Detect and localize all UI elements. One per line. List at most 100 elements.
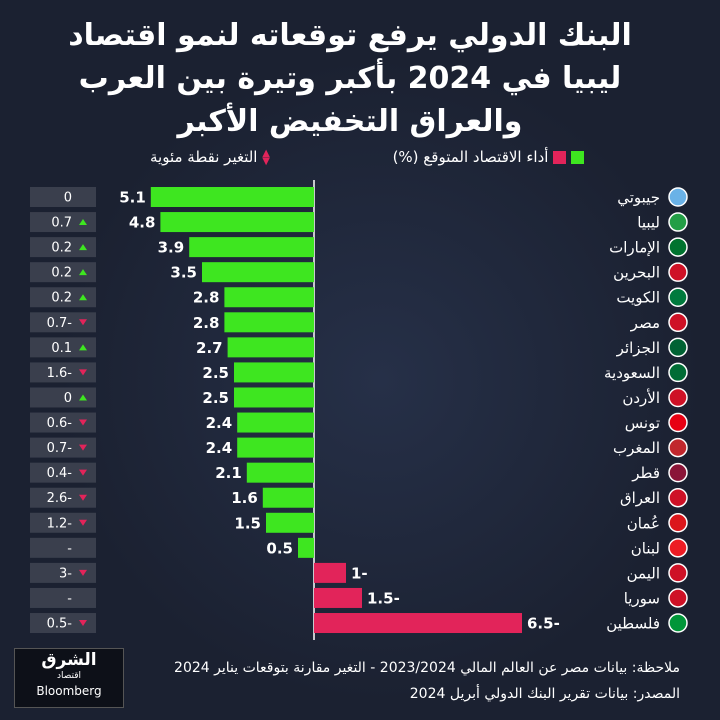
bar (262, 487, 314, 508)
bar (314, 587, 362, 608)
country-label: ليبيا (637, 214, 660, 232)
value-label: 1.5- (367, 589, 400, 607)
note: ملاحظة: بيانات مصر عن العالم المالي 2023… (174, 660, 680, 676)
value-label: 5.1 (119, 189, 146, 207)
change-arrow (79, 519, 87, 526)
change-label: 0.7- (47, 316, 73, 331)
change-label: - (67, 541, 72, 556)
bar (160, 212, 314, 233)
change-box (30, 362, 96, 383)
change-arrow (79, 294, 87, 301)
title: البنك الدولي يرفع توقعاته لنمو اقتصاد لي… (40, 14, 660, 143)
country-label: الأردن (622, 388, 660, 407)
country-label: العراق (620, 489, 660, 507)
logo-brand: Bloomberg (36, 684, 102, 698)
flag (668, 412, 688, 433)
legend-performance: أداء الاقتصاد المتوقع (%) (393, 148, 584, 166)
change-label: 1.2- (47, 516, 73, 531)
change-label: 0.7 (51, 216, 72, 231)
value-label: 3.9 (158, 239, 185, 257)
value-label: 4.8 (129, 214, 156, 232)
change-box (30, 337, 96, 358)
change-box (30, 262, 96, 283)
change-arrow (79, 269, 87, 276)
bar (237, 412, 314, 433)
title-line: البنك الدولي يرفع توقعاته لنمو اقتصاد (68, 18, 632, 53)
logo: الشرق اقتصاد Bloomberg (14, 648, 124, 708)
country-label: اليمن (627, 564, 660, 582)
bar (202, 262, 314, 283)
change-arrow (79, 319, 87, 326)
change-box (30, 537, 96, 558)
change-box (30, 237, 96, 258)
value-label: 2.5 (202, 364, 229, 382)
change-box (30, 412, 96, 433)
change-arrow (79, 469, 87, 476)
bar (314, 613, 522, 634)
flag (668, 362, 688, 383)
change-label: 3- (59, 566, 72, 581)
logo-name: الشرق (41, 650, 97, 670)
flag (668, 462, 688, 483)
value-label: 2.4 (206, 414, 233, 432)
logo-sub: اقتصاد (56, 671, 82, 681)
change-label: 2.6- (47, 491, 73, 506)
value-label: 1- (351, 564, 368, 582)
value-label: 2.8 (193, 314, 220, 332)
flag (668, 437, 688, 458)
legend-arrows: ▲ ▼ (262, 147, 270, 167)
bar (189, 237, 314, 258)
source: المصدر: بيانات تقرير البنك الدولي أبريل … (409, 686, 680, 702)
title-line: ليبيا في 2024 بأكبر وتيرة بين العرب (78, 61, 622, 96)
change-label: 0.2 (51, 266, 72, 281)
change-label: 0.4- (47, 466, 73, 481)
flag (668, 613, 688, 633)
flag (668, 212, 688, 232)
value-label: 2.5 (202, 389, 229, 407)
flag (668, 337, 688, 358)
country-label: تونس (625, 414, 660, 432)
bar (298, 537, 314, 558)
change-arrow (79, 369, 87, 376)
flag (668, 387, 688, 408)
change-label: - (67, 591, 72, 606)
flag (668, 237, 688, 257)
change-label: 0 (64, 191, 72, 206)
bar (237, 437, 314, 458)
change-label: 0.2 (51, 241, 72, 256)
legend-text: التغير نقطة مئوية (150, 148, 258, 166)
flag (668, 187, 688, 207)
country-label: البحرين (613, 264, 660, 282)
legend-text: أداء الاقتصاد المتوقع (%) (392, 148, 549, 166)
change-arrow (79, 394, 87, 401)
flag (668, 262, 688, 282)
flag (668, 312, 688, 333)
change-label: 0 (64, 391, 72, 406)
change-arrow (79, 444, 87, 451)
legend-swatch (553, 151, 567, 164)
flag (668, 538, 688, 558)
country-label: مصر (630, 314, 660, 332)
flag (668, 513, 688, 533)
flag (668, 487, 688, 508)
change-arrow (79, 419, 87, 426)
bar (227, 337, 314, 358)
change-box (30, 312, 96, 333)
change-label: 0.1 (51, 341, 72, 356)
change-box (30, 437, 96, 458)
country-label: جيبوتي (617, 189, 660, 208)
flag (668, 287, 688, 307)
country-label: فلسطين (606, 615, 660, 633)
country-label: لبنان (631, 539, 660, 557)
value-label: 0.5 (266, 539, 293, 557)
bar (266, 512, 314, 533)
country-label: السعودية (604, 364, 660, 382)
bar (234, 362, 314, 383)
change-box (30, 562, 96, 583)
value-label: 2.8 (193, 289, 220, 307)
value-label: 1.5 (234, 514, 261, 532)
value-label: 3.5 (170, 264, 197, 282)
change-label: 1.6- (47, 366, 73, 381)
